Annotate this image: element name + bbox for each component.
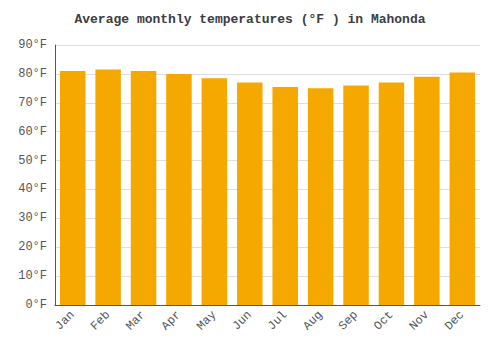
svg-text:Dec: Dec [442,308,467,333]
svg-text:0°F: 0°F [25,298,47,312]
svg-text:60°F: 60°F [18,125,47,139]
svg-text:Apr: Apr [159,308,184,333]
svg-text:10°F: 10°F [18,269,47,283]
svg-text:80°F: 80°F [18,67,47,81]
svg-text:90°F: 90°F [18,38,47,52]
svg-text:May: May [194,308,219,333]
svg-text:Mar: Mar [123,308,148,333]
svg-text:40°F: 40°F [18,182,47,196]
svg-text:Sep: Sep [336,308,361,333]
svg-text:Average monthly temperatures (: Average monthly temperatures (°F ) in Ma… [74,12,425,27]
svg-text:70°F: 70°F [18,96,47,110]
svg-text:Jul: Jul [265,308,290,333]
svg-text:20°F: 20°F [18,240,47,254]
svg-text:30°F: 30°F [18,211,47,225]
svg-text:Jun: Jun [230,308,255,333]
svg-text:Nov: Nov [407,308,432,333]
svg-text:50°F: 50°F [18,154,47,168]
svg-text:Oct: Oct [371,308,396,333]
svg-text:Feb: Feb [88,308,113,333]
svg-text:Aug: Aug [300,308,325,333]
svg-text:Jan: Jan [53,308,78,333]
